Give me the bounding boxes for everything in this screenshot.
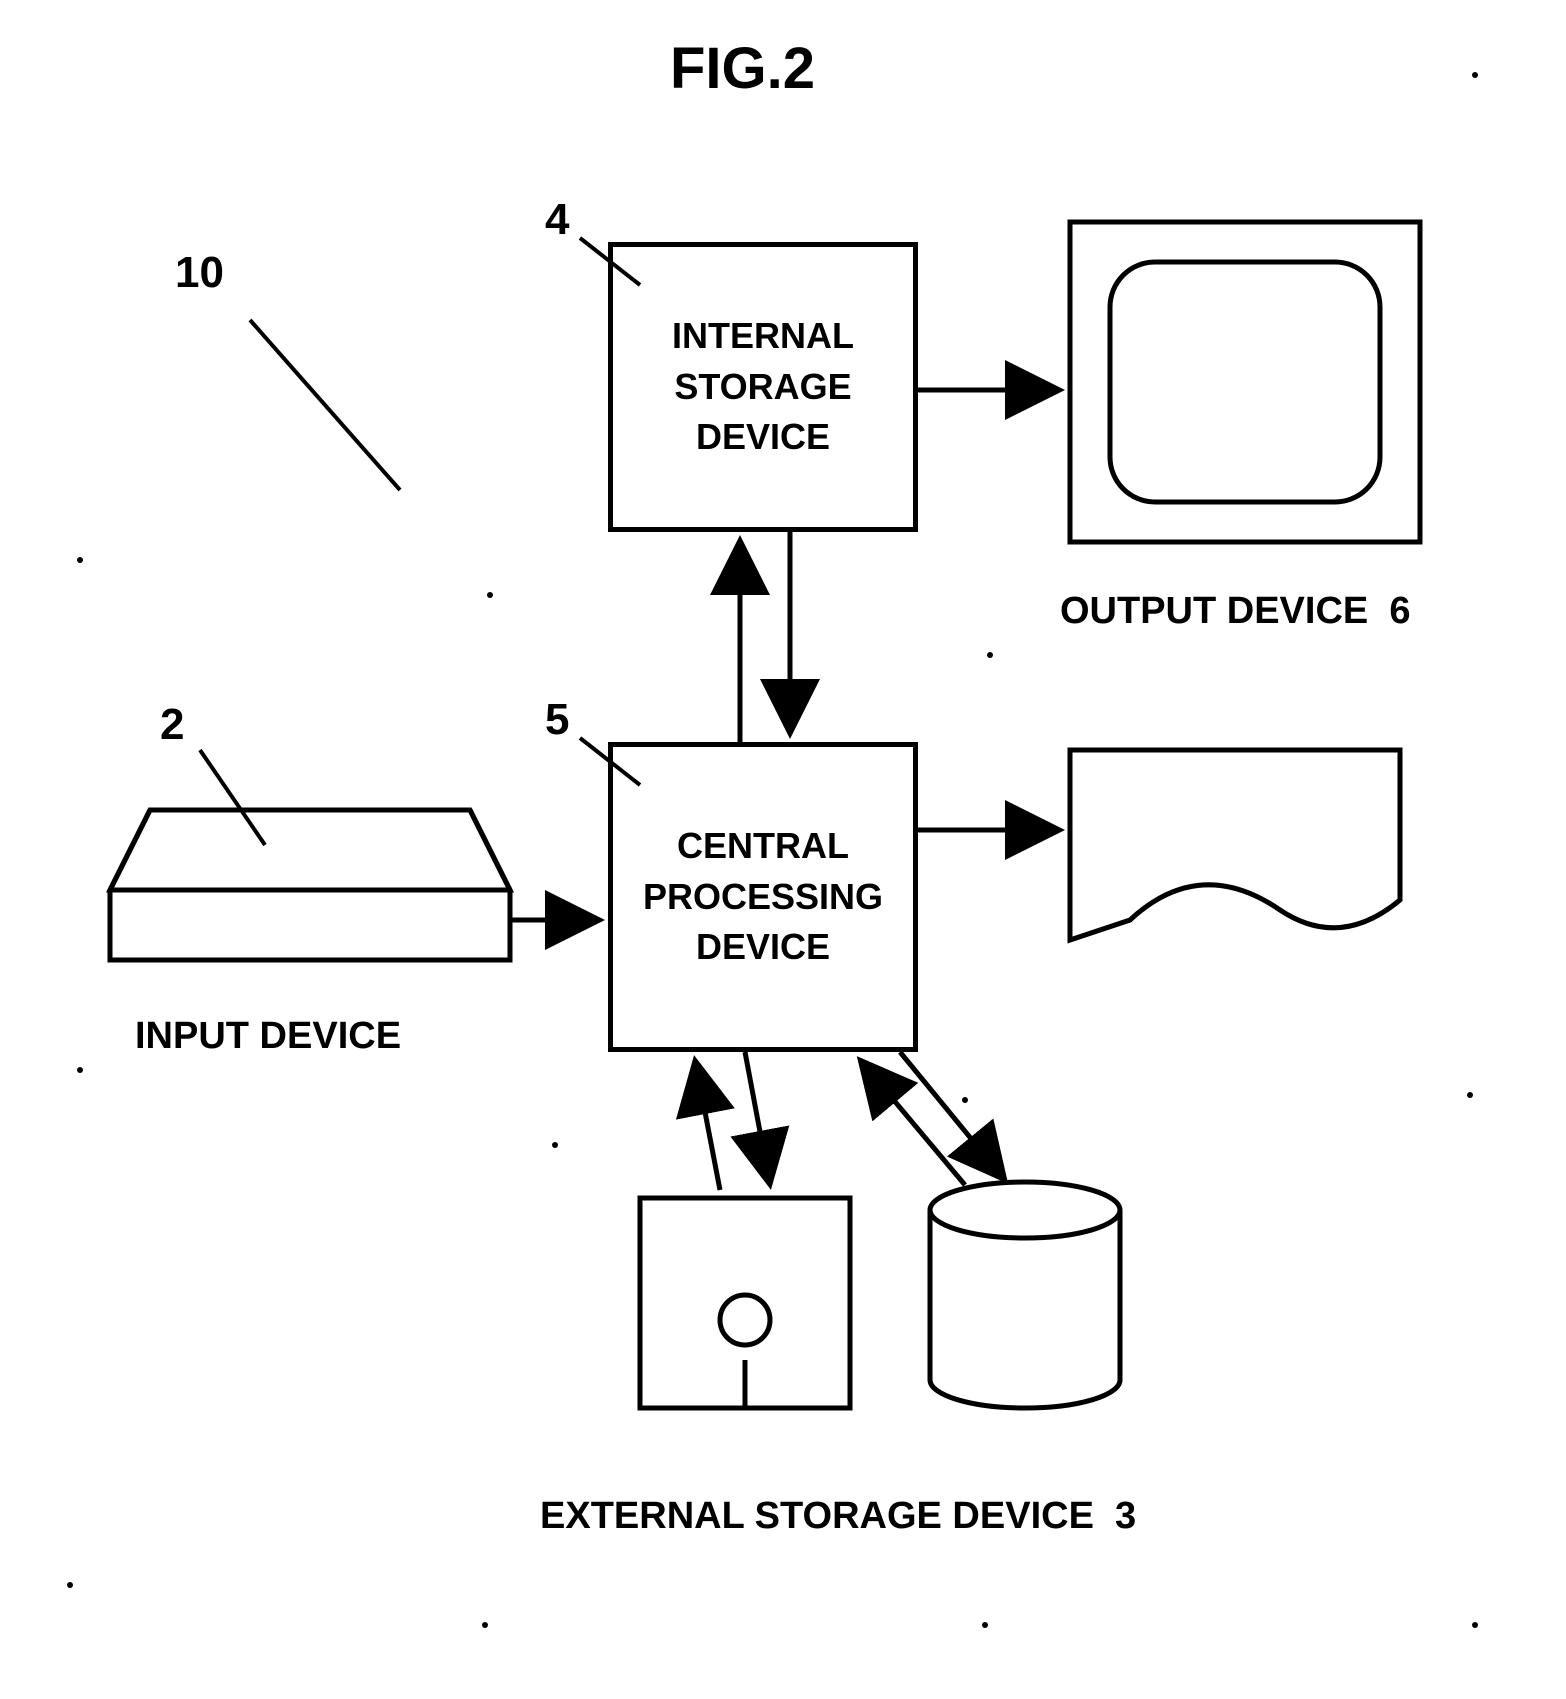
figure-title-text: FIG.2 — [670, 36, 815, 101]
ref-10: 10 — [175, 248, 224, 298]
ref-4: 4 — [545, 195, 569, 245]
diagram-container: FIG.2 INTERNAL STORAGE DEVICE CENTRAL PR… — [0, 0, 1566, 1699]
ref-2: 2 — [160, 700, 184, 750]
arrow-cpu-cylinder — [900, 1052, 1005, 1180]
ref-5: 5 — [545, 695, 569, 745]
monitor-icon — [1070, 222, 1420, 542]
input-device-icon — [110, 810, 510, 960]
figure-title: FIG.2 — [670, 35, 815, 102]
external-storage-label: EXTERNAL STORAGE DEVICE 3 — [540, 1495, 1136, 1538]
arrow-floppy-cpu — [695, 1060, 720, 1190]
central-processing-box: CENTRAL PROCESSING DEVICE — [608, 742, 918, 1052]
floppy-icon — [640, 1198, 850, 1408]
cylinder-icon — [930, 1182, 1120, 1408]
leader-2 — [200, 750, 265, 845]
leader-10 — [250, 320, 400, 490]
output-device-label: OUTPUT DEVICE 6 — [1060, 590, 1411, 633]
central-processing-label: CENTRAL PROCESSING DEVICE — [643, 821, 883, 972]
arrow-cpu-floppy — [745, 1052, 770, 1185]
internal-storage-box: INTERNAL STORAGE DEVICE — [608, 242, 918, 532]
printout-icon — [1070, 750, 1400, 940]
input-device-label: INPUT DEVICE — [135, 1015, 401, 1058]
internal-storage-label: INTERNAL STORAGE DEVICE — [672, 311, 854, 462]
arrow-cylinder-cpu — [860, 1060, 965, 1185]
